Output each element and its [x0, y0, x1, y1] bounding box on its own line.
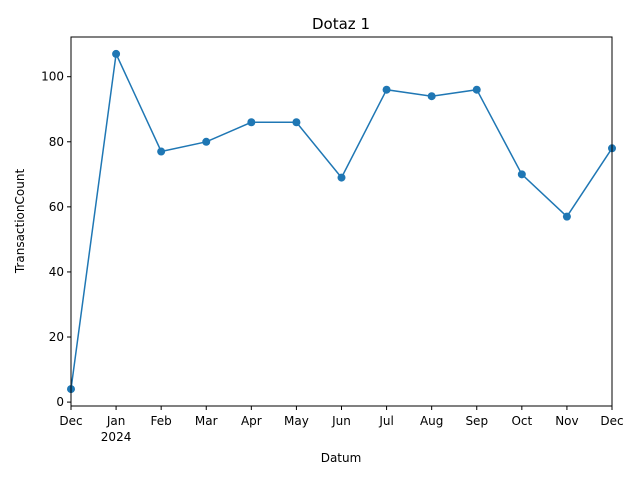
data-point [112, 49, 121, 58]
data-point [337, 173, 346, 182]
y-axis: 0 20 40 60 80 100 [41, 70, 71, 409]
x-tick-label: Jan [106, 414, 126, 428]
x-tick-label: Apr [241, 414, 262, 428]
data-point [562, 212, 571, 221]
y-tick-label: 0 [56, 395, 64, 409]
data-point [157, 147, 166, 156]
x-axis: Dec Jan 2024 Feb Mar Apr May Jun Jul Aug Sep Oct Nov… [59, 406, 624, 444]
y-tick-label: 40 [49, 265, 64, 279]
x-tick-label: May [284, 414, 309, 428]
plot-area [67, 49, 616, 394]
data-point [202, 137, 211, 146]
x-tick-label: Sep [465, 414, 488, 428]
data-point [247, 118, 256, 127]
x-tick-label: Nov [555, 414, 578, 428]
x-tick-sublabel: 2024 [101, 430, 132, 444]
chart-title: Dotaz 1 [312, 15, 370, 33]
data-point [427, 92, 436, 101]
y-tick-label: 20 [49, 330, 64, 344]
x-tick-label: Jun [331, 414, 351, 428]
data-point [382, 85, 391, 94]
x-tick-label: Dec [59, 414, 82, 428]
x-tick-label: Aug [420, 414, 443, 428]
y-axis-label: TransactionCount [13, 169, 27, 275]
y-tick-label: 80 [49, 135, 64, 149]
x-tick-label: Feb [151, 414, 172, 428]
y-tick-label: 60 [49, 200, 64, 214]
y-tick-label: 100 [41, 70, 64, 84]
x-tick-label: Jul [378, 414, 393, 428]
x-tick-label: Mar [195, 414, 218, 428]
data-point [517, 170, 526, 179]
x-tick-label: Oct [511, 414, 532, 428]
data-point [472, 85, 481, 94]
x-axis-label: Datum [321, 451, 362, 465]
x-tick-label: Dec [600, 414, 623, 428]
data-point [292, 118, 301, 127]
